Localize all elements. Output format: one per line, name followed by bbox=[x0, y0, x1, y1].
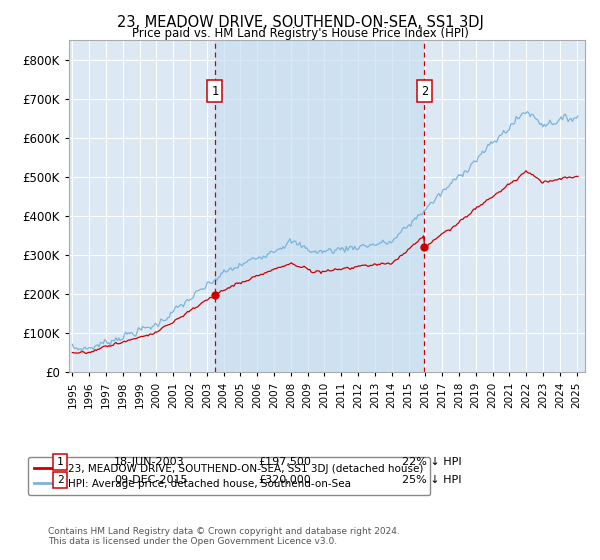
Bar bbox=[215, 40, 424, 372]
Text: 18-JUN-2003: 18-JUN-2003 bbox=[114, 457, 185, 467]
Text: 23, MEADOW DRIVE, SOUTHEND-ON-SEA, SS1 3DJ: 23, MEADOW DRIVE, SOUTHEND-ON-SEA, SS1 3… bbox=[116, 15, 484, 30]
Text: 2: 2 bbox=[56, 475, 64, 485]
Text: 1: 1 bbox=[211, 85, 218, 97]
Text: 2: 2 bbox=[421, 85, 428, 97]
Text: Price paid vs. HM Land Registry's House Price Index (HPI): Price paid vs. HM Land Registry's House … bbox=[131, 27, 469, 40]
Text: 09-DEC-2015: 09-DEC-2015 bbox=[114, 475, 187, 485]
Text: Contains HM Land Registry data © Crown copyright and database right 2024.
This d: Contains HM Land Registry data © Crown c… bbox=[48, 526, 400, 546]
Text: 1: 1 bbox=[56, 457, 64, 467]
Text: 25% ↓ HPI: 25% ↓ HPI bbox=[402, 475, 461, 485]
Legend: 23, MEADOW DRIVE, SOUTHEND-ON-SEA, SS1 3DJ (detached house), HPI: Average price,: 23, MEADOW DRIVE, SOUTHEND-ON-SEA, SS1 3… bbox=[28, 458, 430, 495]
Text: 22% ↓ HPI: 22% ↓ HPI bbox=[402, 457, 461, 467]
Text: £197,500: £197,500 bbox=[258, 457, 311, 467]
Text: £320,000: £320,000 bbox=[258, 475, 311, 485]
